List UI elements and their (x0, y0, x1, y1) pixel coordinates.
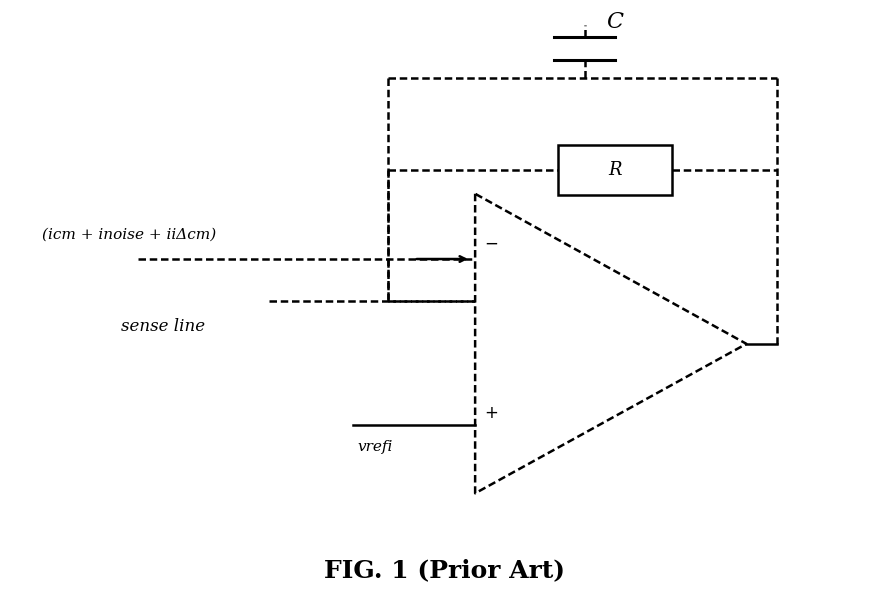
Text: −: − (484, 235, 498, 253)
Text: vrefi: vrefi (357, 440, 392, 454)
Text: C: C (606, 11, 623, 33)
Text: +: + (484, 404, 498, 422)
Text: FIG. 1 (Prior Art): FIG. 1 (Prior Art) (324, 558, 565, 582)
Text: R: R (608, 161, 622, 179)
Bar (558, 145, 672, 195)
Text: (icm + inoise + iiΔcm): (icm + inoise + iiΔcm) (42, 227, 216, 241)
Text: sense line: sense line (121, 318, 204, 335)
